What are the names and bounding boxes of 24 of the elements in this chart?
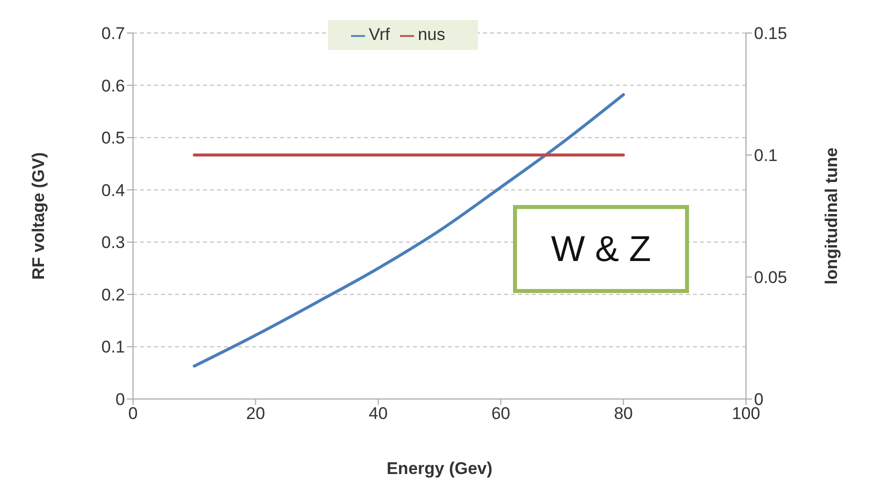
y2-tick-label: 0.05 <box>754 268 788 288</box>
y-tick-label: 0.1 <box>101 338 125 357</box>
y-tick-label: 0 <box>116 390 125 410</box>
y2-axis-title: longitudinal tune <box>822 148 842 284</box>
x-tick-label: 60 <box>491 404 510 424</box>
x-axis-title: Energy (Gev) <box>386 459 492 478</box>
legend-label: nus <box>418 25 446 44</box>
x-tick-label: 0 <box>128 404 138 424</box>
y-tick-label: 0.7 <box>101 24 125 44</box>
y2-tick-label: 0.1 <box>754 146 778 166</box>
annotation: W & Z <box>551 228 651 270</box>
x-tick-label: 100 <box>732 404 760 424</box>
x-tick-label: 40 <box>368 404 388 424</box>
x-tick-label: 20 <box>246 404 266 424</box>
line-series <box>192 93 625 368</box>
legend-label: Vrf <box>368 25 390 44</box>
y-tick-label: 0.4 <box>101 180 125 200</box>
y-tick-label: 0.3 <box>101 233 125 252</box>
y-tick-label: 0.6 <box>101 76 125 96</box>
y2-tick-label: 0.15 <box>754 24 788 44</box>
x-tick-label: 80 <box>614 404 633 424</box>
y-tick-label: 0.5 <box>101 128 125 148</box>
y-axis-title: RF voltage (GV) <box>29 152 48 280</box>
y-tick-label: 0.2 <box>101 285 125 304</box>
